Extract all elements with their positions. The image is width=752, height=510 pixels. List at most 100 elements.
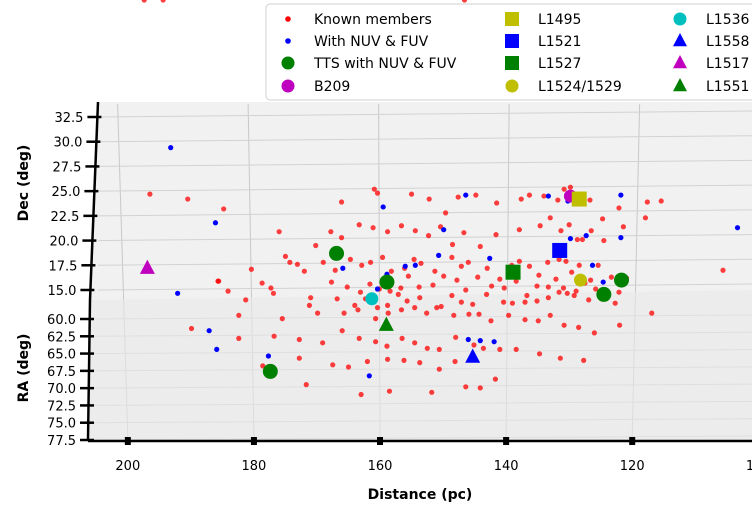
- known-member-point: [417, 360, 423, 366]
- known-member-point: [497, 276, 503, 282]
- known-member-point: [334, 296, 340, 302]
- known-member-point: [359, 262, 365, 268]
- known-member-point: [328, 229, 334, 235]
- known-member-point: [303, 382, 309, 388]
- known-member-point: [384, 302, 391, 308]
- known-member-point: [296, 336, 302, 343]
- known-member-point: [388, 268, 394, 274]
- known-member-point: [449, 292, 455, 299]
- known-member-point: [574, 236, 580, 243]
- ra-tick-label: 70.0: [47, 382, 76, 397]
- known-member-point: [429, 389, 435, 395]
- known-member-point: [243, 297, 249, 303]
- known-member-point: [620, 224, 626, 230]
- known-member-point: [296, 355, 302, 361]
- legend-label: L1551: [706, 79, 749, 95]
- known-member-point: [398, 307, 405, 313]
- known-member-point: [556, 256, 562, 262]
- known-member-point: [545, 259, 551, 265]
- known-member-point: [449, 254, 455, 260]
- legend-marker: [285, 16, 291, 22]
- known-member-point: [441, 273, 447, 279]
- known-member-point: [513, 278, 519, 284]
- nuv-fuv-point: [175, 290, 181, 296]
- legend-label: L1524/1529: [538, 79, 622, 95]
- known-member-point: [408, 191, 415, 197]
- known-member-point: [330, 362, 336, 368]
- legend-marker: [281, 79, 295, 93]
- legend-label: Known members: [314, 12, 432, 28]
- known-member-point: [188, 325, 195, 332]
- known-member-point: [595, 262, 601, 268]
- legend-marker: [285, 38, 291, 44]
- known-member-point: [412, 340, 418, 346]
- known-member-point: [616, 289, 622, 295]
- known-member-point: [494, 200, 500, 206]
- nuv-fuv-point: [618, 192, 624, 198]
- region-marker-l1558: [465, 348, 481, 363]
- known-member-point: [561, 186, 567, 192]
- known-member-point: [599, 216, 606, 222]
- known-member-point: [576, 262, 582, 268]
- known-member-point: [458, 299, 464, 305]
- known-member-point: [526, 263, 533, 269]
- legend-marker: [673, 12, 687, 26]
- known-member-point: [412, 228, 418, 234]
- known-member-point: [306, 302, 313, 308]
- back-pane: [90, 102, 752, 300]
- dec-axis-line: [88, 101, 100, 301]
- region-marker-l1524-1529: [574, 273, 588, 287]
- known-member-point: [454, 277, 460, 283]
- known-member-point: [424, 310, 430, 316]
- known-member-point: [720, 267, 726, 273]
- legend-marker: [505, 34, 519, 48]
- known-member-point: [587, 197, 593, 203]
- known-member-point: [522, 317, 528, 323]
- known-member-point: [658, 198, 664, 204]
- known-member-point: [569, 269, 575, 275]
- legend-marker: [673, 77, 687, 92]
- known-member-point: [455, 194, 461, 200]
- known-member-point: [436, 346, 442, 352]
- legend-label: TTS with NUV & FUV: [313, 56, 457, 72]
- known-member-point: [518, 196, 524, 202]
- nuv-fuv-point: [402, 263, 408, 269]
- known-member-point: [484, 265, 490, 271]
- x-tick-label: 100: [746, 459, 752, 474]
- known-member-point: [401, 357, 407, 363]
- known-member-point: [555, 197, 561, 203]
- dec-gridline: [97, 159, 752, 167]
- known-member-point: [500, 299, 507, 305]
- axes: [80, 101, 752, 445]
- nuv-fuv-point: [212, 220, 219, 226]
- plot-pane: [89, 102, 752, 441]
- known-member-point: [497, 346, 503, 352]
- dec-gridline: [97, 283, 752, 291]
- known-member-point: [430, 282, 436, 288]
- tts-point: [262, 363, 278, 379]
- region-marker-l1551: [378, 316, 394, 331]
- x-tick-labels: 200 180 160 140 120 100: [115, 459, 752, 474]
- known-member-point: [463, 384, 469, 390]
- known-member-point: [341, 310, 347, 316]
- known-member-point: [586, 297, 592, 303]
- known-member-point: [404, 298, 410, 304]
- legend-label: L1517: [706, 56, 749, 72]
- known-member-point: [384, 343, 390, 349]
- known-member-point: [386, 388, 393, 394]
- known-member-point: [271, 333, 277, 339]
- ra-axis-label: RA (deg): [16, 334, 32, 403]
- legend-label: L1495: [538, 12, 581, 28]
- known-member-point: [215, 278, 221, 284]
- region-marker-l1521: [552, 242, 568, 258]
- dec-gridline: [97, 110, 752, 118]
- ra-tick-label: 75.0: [47, 417, 76, 432]
- known-member-point: [516, 227, 522, 233]
- known-member-point: [384, 356, 391, 362]
- known-member-point: [587, 277, 594, 283]
- known-member-point: [374, 305, 381, 311]
- known-member-point: [649, 310, 655, 316]
- known-member-point: [461, 0, 468, 3]
- known-member-point: [534, 298, 540, 304]
